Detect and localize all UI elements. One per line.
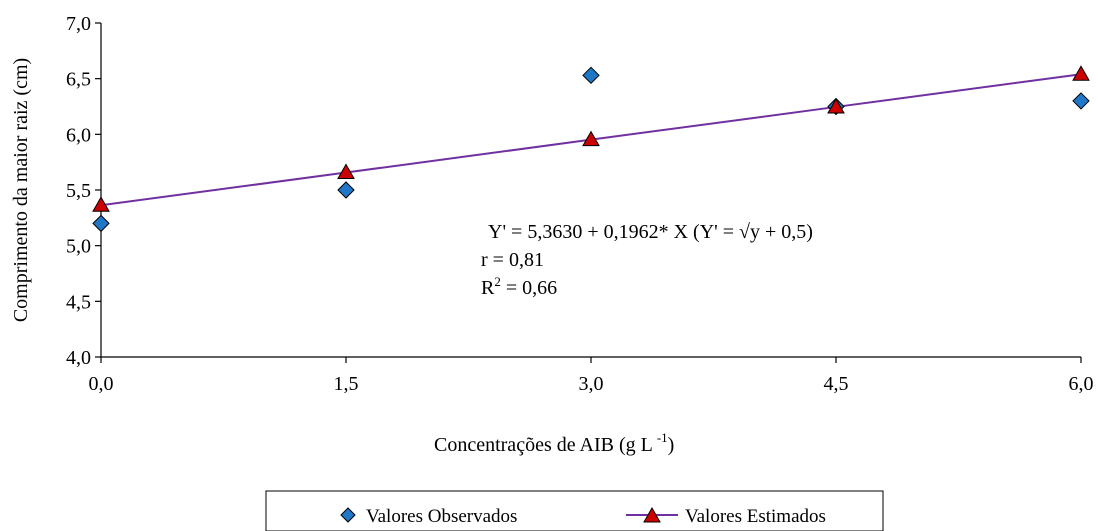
estimated-point bbox=[582, 130, 600, 147]
y-tick-label: 5,5 bbox=[66, 180, 91, 202]
annotation: Y' = 5,3630 + 0,1962* X (Y' = √y + 0,5) … bbox=[481, 221, 813, 299]
x-tick-label: 6,0 bbox=[1069, 373, 1094, 395]
observed-point bbox=[337, 181, 355, 199]
observed-point bbox=[92, 214, 110, 233]
estimated-markers bbox=[92, 65, 1090, 212]
legend-box bbox=[265, 490, 884, 531]
x-axis-title-sup: -1 bbox=[657, 430, 668, 445]
r2-value: = 0,66 bbox=[501, 277, 557, 299]
legend-observed-marker bbox=[340, 507, 356, 523]
legend-estimated-label: Valores Estimados bbox=[685, 506, 826, 527]
estimated-point bbox=[1072, 65, 1090, 81]
estimated-point bbox=[337, 163, 355, 180]
y-tick-label: 6,0 bbox=[66, 124, 91, 146]
x-axis-title-main: Concentrações de AIB (g L bbox=[434, 434, 653, 456]
r2-label: R2 = 0,66 bbox=[481, 274, 557, 299]
observed-point bbox=[582, 66, 600, 85]
observed-markers bbox=[92, 66, 1090, 233]
legend-observed-label: Valores Observados bbox=[366, 506, 517, 527]
y-tick-label: 6,5 bbox=[66, 69, 91, 91]
y-tick-label: 4,5 bbox=[66, 291, 91, 313]
r2-sup: 2 bbox=[494, 274, 501, 289]
y-axis-title: Comprimento da maior raiz (cm) bbox=[10, 58, 32, 322]
observed-point bbox=[1072, 92, 1090, 110]
x-ticks: 0,0 1,5 3,0 4,5 6,0 bbox=[89, 357, 1094, 395]
x-tick-label: 3,0 bbox=[579, 373, 604, 395]
y-tick-label: 5,0 bbox=[66, 236, 91, 258]
legend: Valores Observados Valores Estimados bbox=[265, 490, 884, 531]
estimated-point bbox=[92, 196, 110, 212]
legend-estimated-marker bbox=[643, 506, 661, 523]
x-tick-label: 1,5 bbox=[334, 373, 359, 395]
x-axis-title: Concentrações de AIB (g L -1) bbox=[434, 430, 674, 456]
y-ticks: 4,0 4,5 5,0 5,5 6,0 6,5 7,0 bbox=[66, 13, 101, 369]
estimated-point bbox=[827, 97, 845, 114]
x-axis-title-end: ) bbox=[668, 434, 675, 456]
equation-label: Y' = 5,3630 + 0,1962* X (Y' = √y + 0,5) bbox=[488, 221, 813, 243]
r-label: r = 0,81 bbox=[481, 249, 544, 271]
y-tick-label: 7,0 bbox=[66, 13, 91, 35]
x-tick-label: 4,5 bbox=[824, 373, 849, 395]
r2-symbol: R bbox=[481, 277, 495, 299]
x-tick-label: 0,0 bbox=[89, 373, 114, 395]
y-tick-label: 4,0 bbox=[66, 347, 91, 369]
